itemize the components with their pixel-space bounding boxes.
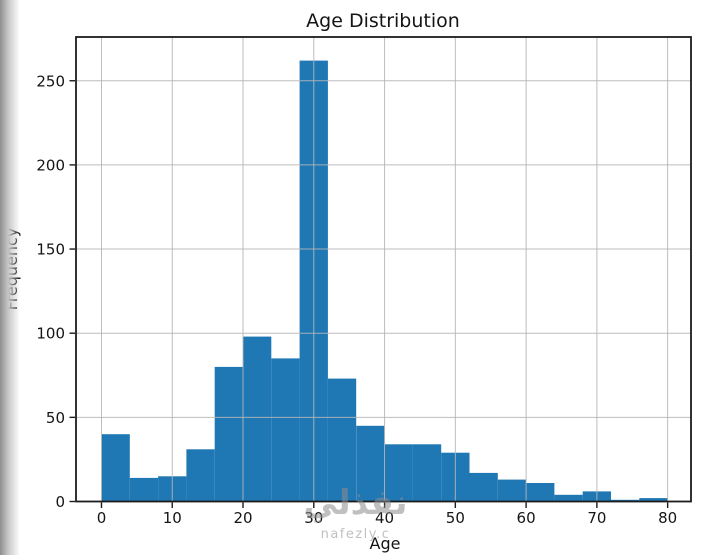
x-tick-label: 70 — [587, 509, 606, 527]
chart-title: Age Distribution — [306, 10, 460, 32]
y-tick-label: 50 — [46, 409, 65, 427]
histogram-bar — [129, 477, 159, 502]
plot-frame — [75, 36, 692, 503]
histogram-bar — [186, 449, 215, 502]
histogram-bar — [526, 483, 555, 502]
histogram-bar — [101, 434, 130, 502]
histogram-bar — [469, 472, 498, 502]
histogram-bar — [271, 358, 300, 502]
y-tick-label: 150 — [36, 241, 65, 259]
histogram-bar — [639, 498, 668, 502]
plot-area: 0 10 20 30 40 50 60 70 80 0 50 100 150 200 250 — [36, 36, 692, 527]
page-edge-shadow — [0, 0, 20, 555]
x-tick-label: 20 — [233, 509, 252, 527]
histogram-bar — [554, 494, 583, 502]
histogram-bar — [497, 479, 527, 502]
histogram-bar — [412, 444, 442, 502]
x-tick-label: 80 — [658, 509, 677, 527]
x-tick-label: 30 — [304, 509, 323, 527]
histogram-bar — [243, 336, 272, 502]
x-axis-label: Age — [370, 534, 401, 553]
histogram-bar — [214, 366, 243, 502]
x-tick-label: 50 — [446, 509, 465, 527]
y-tick-label: 100 — [36, 325, 65, 343]
histogram-bar — [356, 425, 385, 502]
x-tick-label: 0 — [97, 509, 107, 527]
y-tick-label: 250 — [36, 72, 65, 90]
x-tick-label: 10 — [163, 509, 182, 527]
x-tick-label: 60 — [517, 509, 536, 527]
histogram-bar — [327, 378, 357, 502]
y-tick-label: 200 — [36, 156, 65, 174]
y-tick-label: 0 — [55, 493, 65, 511]
x-tick-label: 40 — [375, 509, 394, 527]
histogram-bar — [384, 444, 413, 502]
